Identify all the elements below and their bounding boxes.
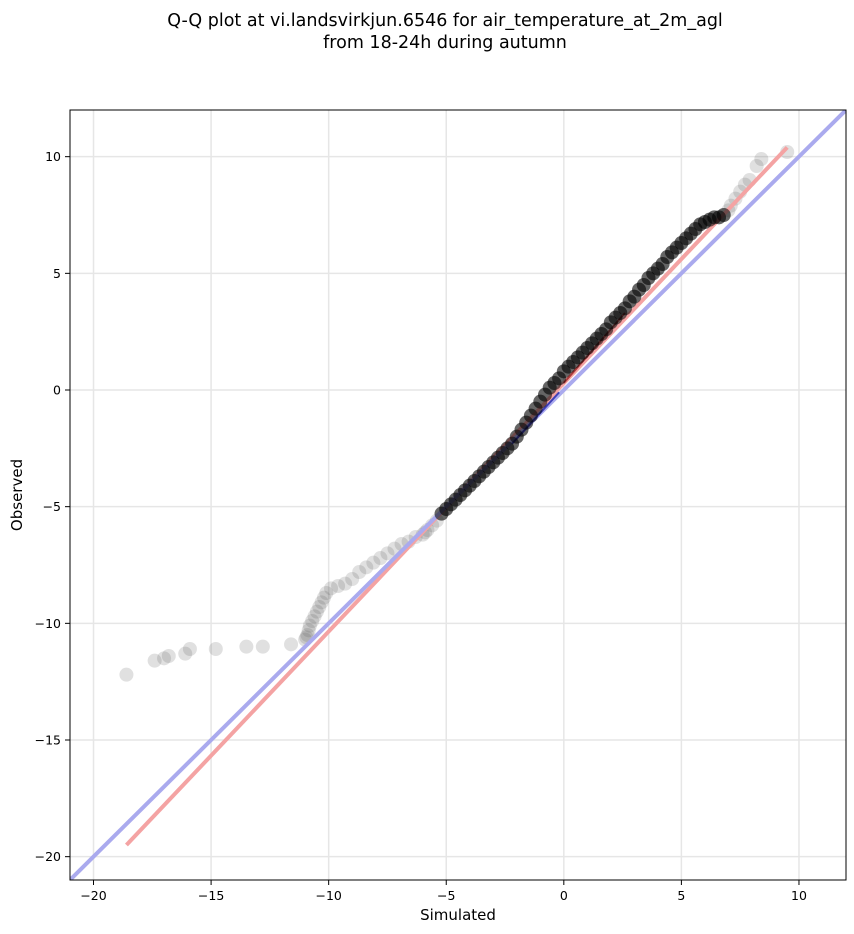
dense-point-cluster (434, 208, 731, 521)
scatter-point (307, 609, 322, 624)
x-tick-label: 5 (677, 888, 685, 903)
y-tick-label: −15 (35, 733, 61, 748)
scatter-point (345, 572, 360, 586)
scatter-point (314, 595, 329, 610)
scatter-point (301, 623, 316, 638)
scatter-point (324, 581, 339, 596)
scatter-point (319, 586, 334, 600)
x-tick-label: 10 (791, 888, 807, 903)
x-axis-label: Simulated (420, 906, 496, 924)
scatter-point (255, 639, 270, 654)
scatter-point (182, 642, 197, 656)
y-axis-label: Observed (8, 459, 26, 531)
scatter-point (119, 667, 134, 682)
scatter-point (302, 618, 317, 633)
scatter-point (366, 555, 381, 570)
scatter-point (239, 639, 254, 654)
y-tick-label: 5 (53, 266, 61, 281)
scatter-point (284, 637, 299, 652)
y-tick-label: −5 (43, 499, 61, 514)
scatter-point (749, 159, 764, 173)
chart-title-line-1: Q-Q plot at vi.landsvirkjun.6546 for air… (167, 11, 723, 31)
scatter-point (359, 560, 374, 575)
x-tick-label: 0 (560, 888, 568, 903)
x-tick-label: −15 (198, 888, 224, 903)
scatter-point (178, 646, 193, 661)
scatter-point (754, 152, 769, 166)
scatter-point (161, 649, 176, 663)
scatter-point (380, 546, 395, 561)
scatter-point (157, 651, 172, 666)
x-axis-ticks: −20 −15 −10 −5 0 5 10 (80, 880, 807, 903)
scatter-point (208, 642, 223, 656)
scatter-point (373, 551, 388, 565)
y-axis-ticks: −20 −15 −10 −5 0 5 10 (35, 149, 70, 864)
scatter-point (338, 576, 353, 591)
scatter-point (312, 600, 327, 614)
scatter-point (728, 191, 743, 206)
y-tick-label: −10 (35, 616, 61, 631)
scatter-point (147, 653, 162, 668)
scatter-point (309, 604, 324, 619)
scatter-point (305, 614, 320, 628)
scatter-point (716, 208, 731, 222)
scatter-point (331, 579, 346, 593)
y-tick-label: 10 (45, 149, 61, 164)
chart-title-line-2: from 18-24h during autumn (323, 33, 567, 53)
y-tick-label: 0 (53, 383, 61, 398)
scatter-point (352, 565, 367, 579)
x-tick-label: −5 (437, 888, 455, 903)
plot-series (70, 110, 846, 880)
y-tick-label: −20 (35, 849, 61, 864)
scatter-point (316, 590, 331, 605)
x-tick-label: −10 (315, 888, 341, 903)
plot-frame (69, 109, 847, 881)
x-tick-label: −20 (80, 888, 106, 903)
